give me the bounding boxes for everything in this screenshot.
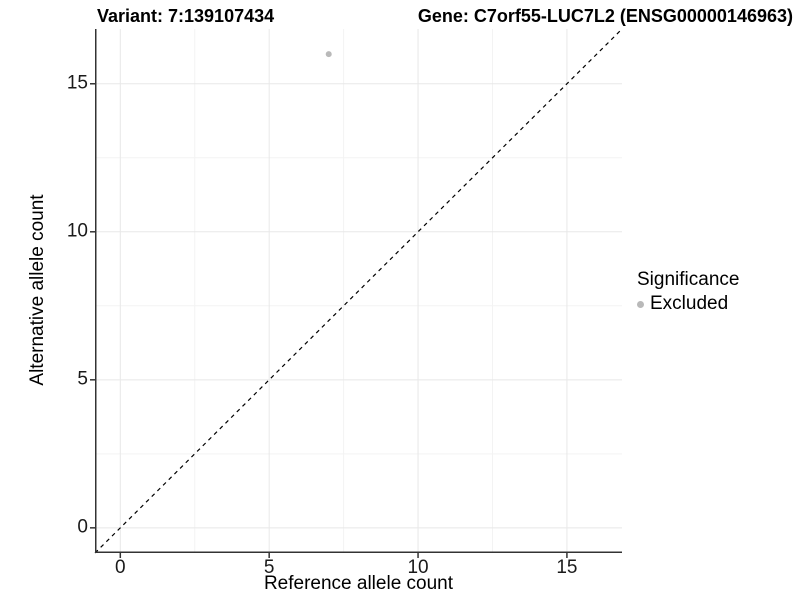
- plot-svg: [90, 28, 623, 558]
- legend-point-icon: [637, 300, 644, 308]
- legend-entries: Excluded: [637, 293, 739, 315]
- x-tick-label: 5: [263, 557, 275, 578]
- legend-title: Significance: [637, 269, 740, 290]
- plot-title-variant: Variant: 7:139107434: [97, 6, 275, 26]
- data-point: [325, 51, 332, 58]
- y-tick-label: 15: [66, 72, 88, 94]
- x-axis-label: Reference allele count: [263, 573, 454, 594]
- legend: Significance Excluded: [637, 269, 739, 315]
- y-tick-label: 10: [66, 220, 88, 242]
- x-tick-label: 10: [407, 557, 429, 578]
- x-tick-label: 0: [115, 557, 126, 578]
- x-tick-label: 15: [556, 557, 578, 578]
- legend-entry: Excluded: [637, 293, 739, 315]
- identity-reference-line: [94, 28, 623, 554]
- y-tick-label: 0: [77, 516, 88, 538]
- legend-entry-label: Excluded: [650, 293, 729, 314]
- plot-title-gene: Gene: C7orf55-LUC7L2 (ENSG00000146963): [417, 6, 793, 26]
- plot-panel: [90, 28, 623, 558]
- y-axis-label: Alternative allele count: [27, 194, 48, 386]
- y-tick-label: 5: [77, 368, 88, 390]
